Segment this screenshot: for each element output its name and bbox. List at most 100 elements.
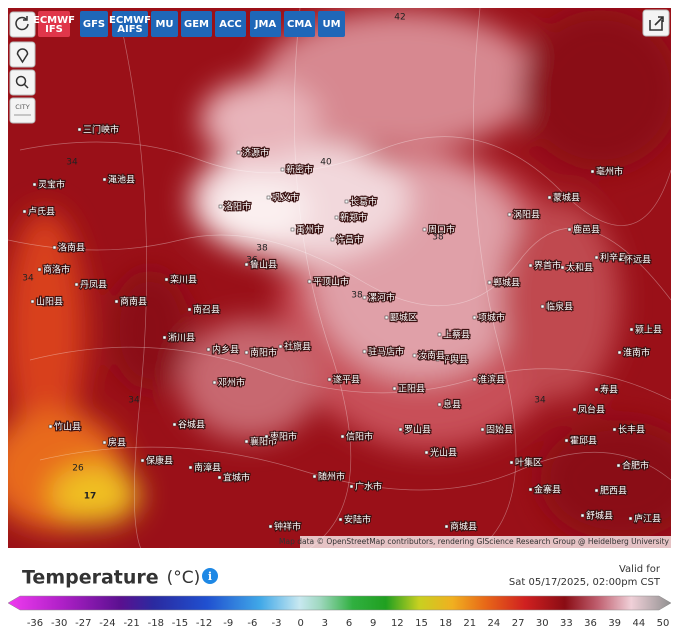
city-dot: [362, 349, 367, 354]
city-label: 庐江县: [634, 513, 661, 525]
colorbar-label: 44: [632, 618, 645, 629]
model-bar[interactable]: ECMWF IFS GFS ECMWF AIFS MU GEM ACC JMA CMA UM: [33, 11, 345, 37]
city-dot: [30, 299, 35, 304]
city-label: 颍上县: [635, 324, 662, 336]
model-label[interactable]: MU: [155, 19, 173, 30]
model-button[interactable]: [80, 11, 108, 37]
city-dot: [244, 262, 249, 267]
city-dot: [217, 475, 222, 480]
city-dot: [244, 350, 249, 355]
city-label: 平舆县: [441, 354, 468, 366]
city-label: 钟祥市: [274, 521, 301, 533]
city-label: 禹州市: [296, 224, 323, 236]
model-label[interactable]: ACC: [219, 19, 241, 30]
city-label: 利辛县: [600, 252, 627, 264]
city-dot: [507, 212, 512, 217]
left-buttons[interactable]: CITY: [9, 11, 36, 124]
city-dot: [612, 427, 617, 432]
city-dot: [330, 237, 335, 242]
city-label: 太和县: [566, 262, 593, 274]
city-label: 济源市: [242, 147, 269, 159]
model-button[interactable]: [38, 11, 70, 37]
model-label[interactable]: GEM: [184, 19, 209, 30]
colorbar-label: -3: [272, 618, 282, 629]
city-dot: [340, 434, 345, 439]
city-label: 淅川县: [168, 332, 195, 344]
city-dot: [290, 227, 295, 232]
city-dot: [424, 450, 429, 455]
model-button[interactable]: [181, 11, 212, 37]
city-dot: [338, 517, 343, 522]
city-dot: [617, 350, 622, 355]
city-dot: [384, 315, 389, 320]
city-label: 凤台县: [578, 404, 605, 416]
model-label[interactable]: UM: [322, 19, 340, 30]
share-button[interactable]: [642, 9, 670, 37]
city-dot: [344, 199, 349, 204]
city-dot: [472, 377, 477, 382]
model-button[interactable]: [318, 11, 345, 37]
colorbar-label: 50: [657, 618, 670, 629]
city-dot: [172, 422, 177, 427]
city-label: 怀远县: [624, 254, 651, 266]
city-label: 保康县: [146, 455, 173, 467]
city-label: 房县: [108, 437, 126, 449]
city-dot: [212, 380, 217, 385]
colorbar-label: 33: [560, 618, 573, 629]
model-button[interactable]: [215, 11, 246, 37]
contour-label: 34: [66, 158, 78, 168]
colorbar-label: 27: [512, 618, 525, 629]
model-label[interactable]: JMA: [254, 19, 277, 30]
city-label: 驻马店市: [368, 346, 404, 358]
city-dot: [392, 386, 397, 391]
city-label: 光山县: [430, 447, 457, 459]
city-dot: [437, 332, 442, 337]
city-label: 竹山县: [54, 421, 81, 433]
colorbar-label: 6: [346, 618, 352, 629]
model-label[interactable]: GFS: [83, 19, 105, 30]
city-label: 南漳县: [194, 462, 221, 474]
city-label: 霍邱县: [570, 436, 597, 447]
city-dot: [266, 195, 271, 200]
city-dot: [616, 463, 621, 468]
city-label: 南召县: [193, 304, 220, 316]
model-button[interactable]: [112, 11, 148, 37]
colorbar-label: -18: [148, 618, 164, 629]
info-icon[interactable]: [202, 568, 218, 584]
city-dot: [509, 460, 514, 465]
model-label[interactable]: ECMWF AIFS: [109, 15, 151, 35]
city-label: 社旗县: [284, 341, 311, 353]
city-label: 固始县: [486, 424, 513, 436]
city-label: 息县: [443, 399, 461, 411]
city-label: 叶集区: [515, 457, 542, 469]
city-label: 正阳县: [398, 384, 425, 395]
city-label: 汝南县: [418, 350, 445, 362]
city-dot: [567, 227, 572, 232]
city-dot: [594, 488, 599, 493]
colorbar-label: -36: [27, 618, 43, 629]
model-button[interactable]: [151, 11, 178, 37]
model-button[interactable]: [284, 11, 315, 37]
city-label: 山阳县: [36, 297, 63, 308]
city-dot: [268, 524, 273, 529]
contour-label: 38: [256, 244, 268, 254]
city-dot: [437, 402, 442, 407]
city-dot: [349, 484, 354, 489]
city-button[interactable]: CITY: [15, 103, 29, 111]
city-dot: [560, 265, 565, 270]
colorbar-label: 0: [298, 618, 304, 629]
colorbar-label: 30: [536, 618, 549, 629]
city-label: 谷城县: [178, 420, 205, 431]
city-dot: [307, 279, 312, 284]
city-dot: [618, 257, 623, 262]
city-dot: [244, 439, 249, 444]
model-label[interactable]: ECMWF IFS: [33, 15, 75, 35]
colorbar-label: 18: [439, 618, 452, 629]
city-dot: [547, 195, 552, 200]
city-label: 南阳市: [250, 347, 277, 359]
model-button[interactable]: [250, 11, 281, 37]
city-dot: [487, 280, 492, 285]
model-label[interactable]: CMA: [287, 19, 312, 30]
